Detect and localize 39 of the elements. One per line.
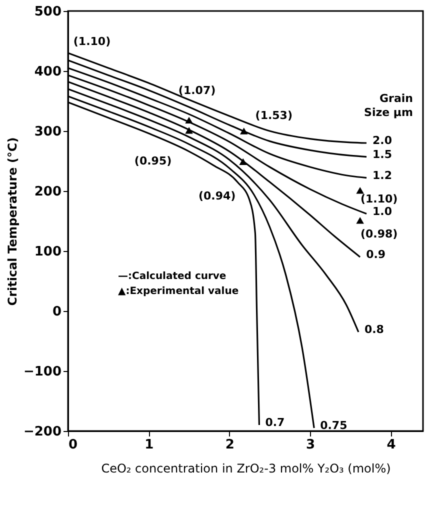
annotation: (0.98) bbox=[360, 227, 398, 240]
legend-title: Grain Size µm bbox=[364, 92, 413, 119]
point bbox=[185, 127, 193, 134]
annotation: (1.07) bbox=[178, 84, 216, 98]
point bbox=[185, 116, 193, 124]
y-tick-label: 400 bbox=[34, 64, 62, 80]
annotation: (0.94) bbox=[198, 190, 236, 203]
y-tick-label: 200 bbox=[34, 184, 62, 200]
x-tick-label: 0 bbox=[68, 438, 78, 452]
annotation: (1.10) bbox=[360, 192, 398, 206]
y-tick-label: −100 bbox=[23, 364, 62, 380]
series-label: 1.0 bbox=[372, 204, 392, 218]
point bbox=[240, 128, 248, 134]
x-tick-label: 4 bbox=[386, 438, 396, 452]
point bbox=[356, 187, 364, 194]
annotation: —:Calculated curve bbox=[118, 271, 226, 282]
series-label: 0.75 bbox=[320, 419, 348, 432]
series-label: 2.0 bbox=[372, 134, 392, 147]
series-label: 0.9 bbox=[366, 248, 386, 261]
y-tick-label: 100 bbox=[34, 244, 62, 260]
x-axis-title: CeO₂ concentration in ZrO₂-3 mol% Y₂O₃ (mol%) bbox=[101, 462, 391, 476]
x-tick-label: 1 bbox=[144, 438, 154, 452]
y-tick-label: 300 bbox=[34, 124, 62, 140]
x-tick-label: 2 bbox=[225, 438, 234, 452]
series-label: 1.5 bbox=[372, 148, 392, 161]
y-tick-label: 0 bbox=[52, 304, 62, 320]
series-label: 0.8 bbox=[364, 323, 384, 336]
series-label: 1.2 bbox=[372, 168, 392, 182]
annotation: (1.53) bbox=[255, 109, 292, 122]
y-axis-title: Critical Temperature (°C) bbox=[5, 137, 20, 306]
y-tick-label: −200 bbox=[23, 424, 62, 440]
point bbox=[239, 158, 247, 165]
annotation: (0.95) bbox=[134, 154, 172, 168]
point bbox=[356, 217, 364, 224]
annotation: ▲:Experimental value bbox=[118, 286, 239, 297]
y-tick-label: 500 bbox=[34, 4, 62, 20]
series-label: 0.7 bbox=[265, 416, 285, 429]
x-tick-label: 3 bbox=[306, 438, 316, 452]
annotation: (1.10) bbox=[73, 35, 111, 48]
